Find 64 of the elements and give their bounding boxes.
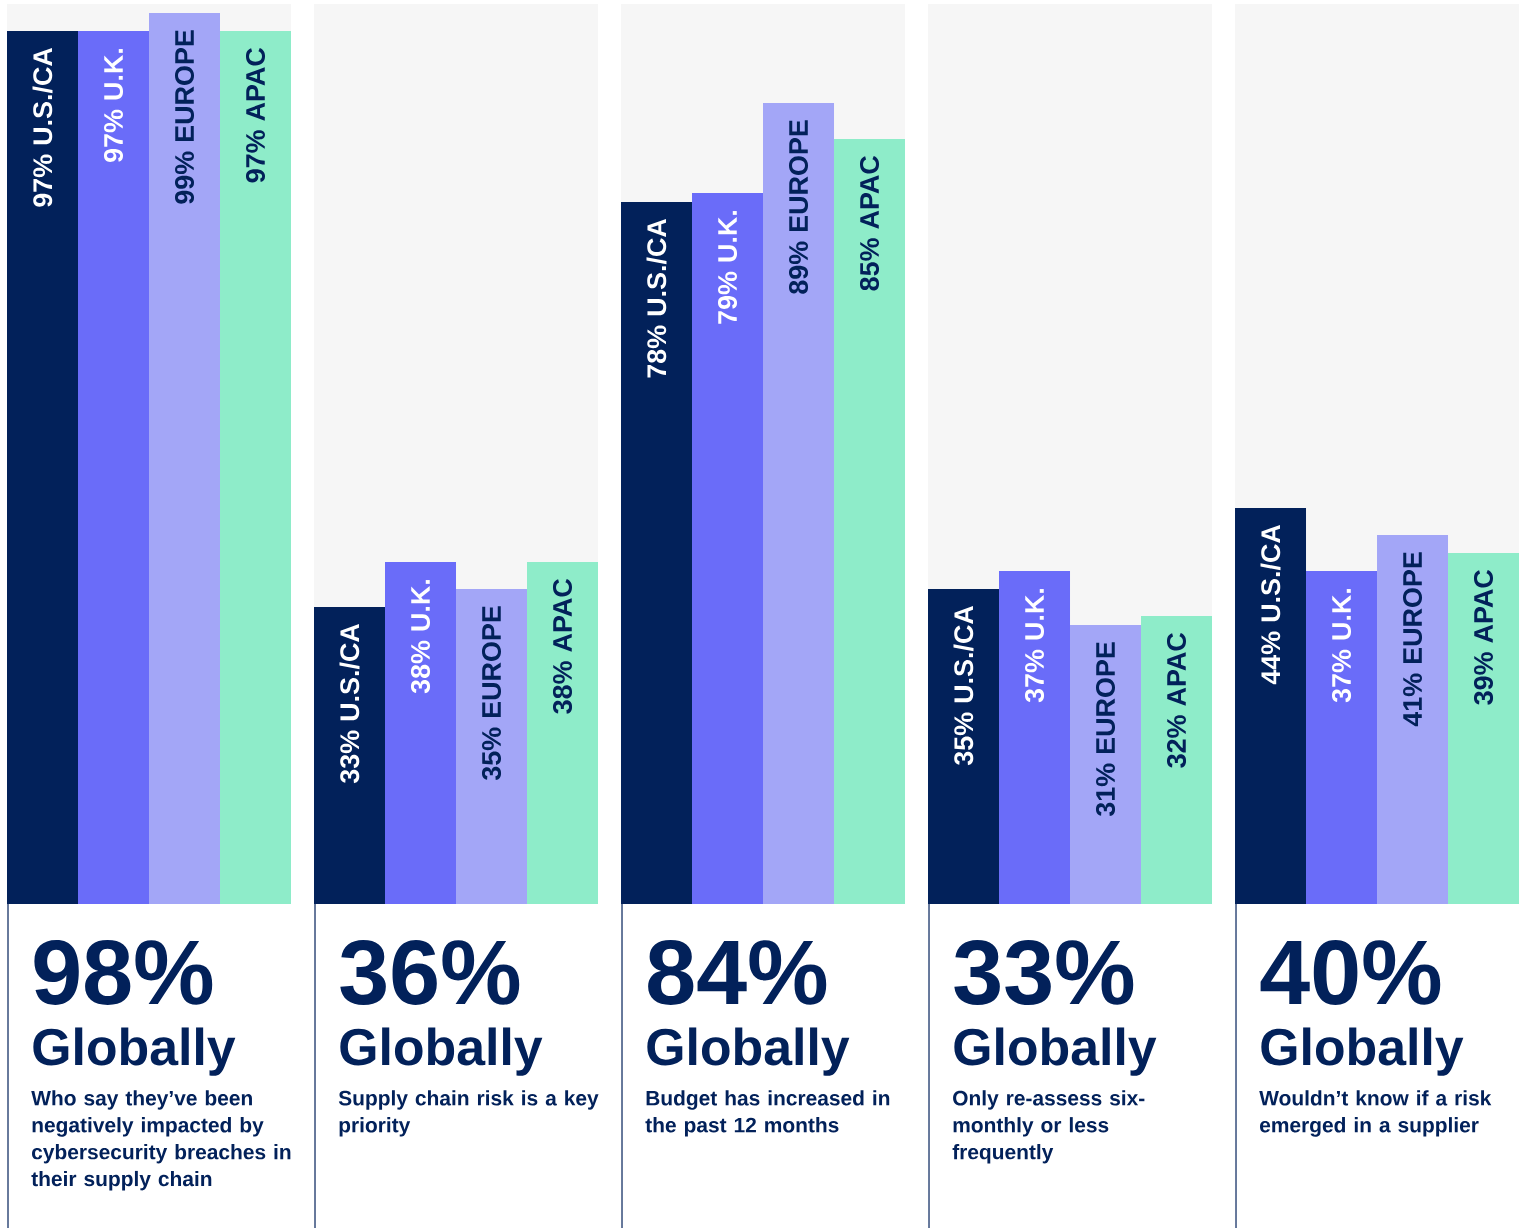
data-label: 37%	[1331, 649, 1352, 703]
x-tick-label: U.K.	[104, 49, 124, 100]
x-tick-label: APAC	[859, 156, 880, 229]
text: Wouldn’t know if a risk emerged in a supplier	[1259, 1090, 1492, 1137]
data-label: 35%	[954, 712, 974, 766]
text: 40%	[1260, 940, 1441, 1006]
x-tick-label: U.S./CA	[953, 606, 974, 703]
text: Globally	[340, 1027, 543, 1076]
x-tick-label: U.K.	[1332, 589, 1352, 640]
bar	[999, 571, 1071, 905]
x-tick-label: U.S./CA	[646, 219, 667, 316]
x-tick-label: U.S./CA	[1260, 525, 1281, 622]
text: Only re-assess six-monthly or less frequently	[952, 1090, 1145, 1164]
data-label: 85%	[859, 238, 880, 291]
data-label: 79%	[717, 271, 738, 324]
data-label: 97%	[33, 154, 53, 208]
bar	[1306, 571, 1378, 905]
data-label: 97%	[103, 109, 124, 163]
x-tick-label: APAC	[245, 48, 266, 121]
x-tick-label: EUROPE	[1402, 552, 1423, 664]
x-tick-label: EUROPE	[174, 30, 195, 142]
x-tick-label: U.S./CA	[339, 624, 360, 721]
x-tick-label: EUROPE	[481, 606, 502, 718]
bar	[1377, 535, 1449, 905]
data-label: 99%	[174, 151, 195, 204]
data-label: 33%	[340, 730, 360, 784]
data-label: 38%	[552, 661, 573, 714]
x-tick-label: APAC	[1166, 633, 1187, 706]
text: 98%	[34, 940, 213, 1006]
text: Globally	[647, 1027, 850, 1076]
bar	[834, 139, 906, 905]
text: Globally	[33, 1027, 236, 1076]
x-tick-label: APAC	[1473, 570, 1494, 643]
x-tick-label: EUROPE	[1095, 642, 1116, 754]
bar	[1070, 625, 1142, 905]
data-label: 39%	[1473, 652, 1494, 705]
text: Budget has increased in the past 12 months	[645, 1090, 890, 1137]
data-label: 38%	[410, 640, 431, 694]
data-label: 44%	[1261, 631, 1281, 685]
bar	[692, 193, 764, 905]
x-tick-label: U.K.	[411, 580, 431, 631]
data-label: 78%	[647, 325, 667, 378]
data-label: 89%	[788, 241, 809, 295]
text: Who say they’ve been negatively impacted by cybersecurity breaches in their supply chain	[31, 1090, 291, 1191]
bar	[763, 103, 835, 905]
bar	[1141, 616, 1213, 905]
data-label: 41%	[1403, 673, 1422, 727]
data-label: 35%	[481, 727, 502, 781]
x-tick-label: EUROPE	[788, 120, 809, 232]
data-label: 37%	[1024, 649, 1045, 703]
x-tick-label: APAC	[552, 579, 573, 652]
text: Globally	[1261, 1027, 1464, 1076]
text: Globally	[954, 1027, 1157, 1076]
data-label: 97%	[245, 130, 266, 183]
data-label: 31%	[1095, 763, 1116, 817]
bar	[1448, 553, 1520, 905]
data-label: 32%	[1166, 715, 1187, 768]
x-tick-label: U.K.	[718, 211, 738, 262]
x-tick-label: U.S./CA	[32, 48, 53, 145]
text: 36%	[340, 940, 520, 1006]
text: Supply chain risk is a key priority	[338, 1090, 599, 1137]
text: 33%	[954, 940, 1134, 1006]
x-tick-label: U.K.	[1025, 589, 1045, 640]
text: 84%	[648, 940, 827, 1006]
